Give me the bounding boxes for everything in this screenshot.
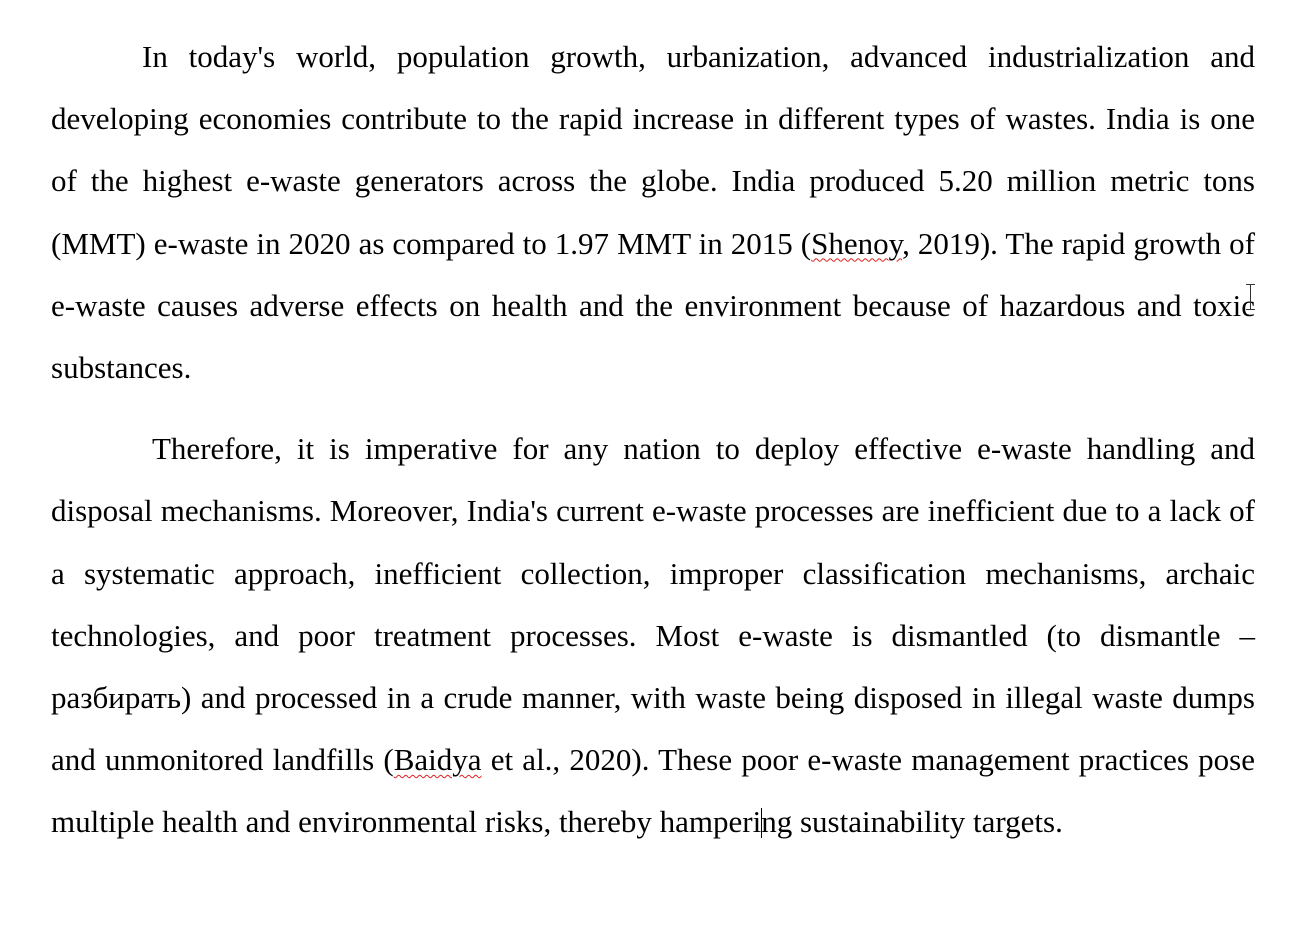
text-cursor-ibeam-icon <box>1245 284 1256 310</box>
paragraph-2-text-1: Therefore, it is imperative for any nati… <box>51 431 1255 778</box>
spellcheck-word-shenoy[interactable]: Shenoy <box>811 225 903 261</box>
text-insertion-caret <box>760 808 762 839</box>
paragraph-1[interactable]: In today's world, population growth, urb… <box>51 26 1255 399</box>
paragraph-2[interactable]: Therefore, it is imperative for any nati… <box>51 418 1255 853</box>
paragraph-1-text-2: , 2019). The rapid growth of e-waste cau… <box>51 225 1255 386</box>
spellcheck-word-baidya[interactable]: Baidya <box>393 742 482 778</box>
paragraph-1-text-1: In today's world, population growth, urb… <box>51 39 1255 261</box>
paragraph-2-text-3: ng sustainability targets. <box>761 804 1063 840</box>
paragraph-2-text-2: et al., 2020). These poor e-waste manage… <box>51 742 1255 840</box>
document-page[interactable]: In today's world, population growth, urb… <box>51 26 1255 854</box>
